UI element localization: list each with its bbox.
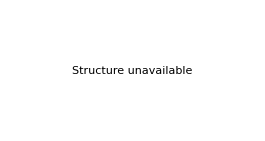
Text: Structure unavailable: Structure unavailable <box>72 66 193 75</box>
